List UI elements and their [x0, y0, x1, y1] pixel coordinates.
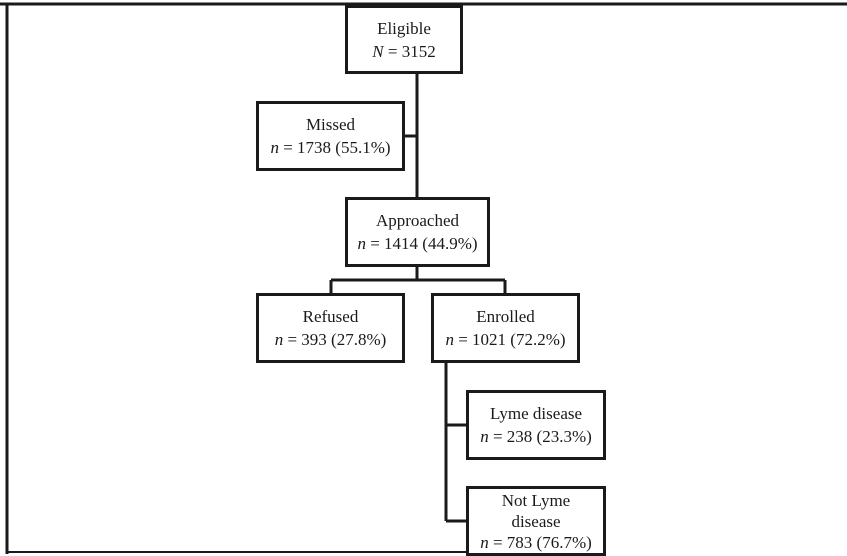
not-lyme-disease-label: Not Lyme disease	[501, 490, 571, 531]
refused-label: Refused	[302, 307, 359, 326]
lyme-disease-count-line: n = 238 (23.3%)	[480, 425, 592, 448]
enrolled-box: Enrolled n = 1021 (72.2%)	[431, 293, 580, 363]
enrolled-count: = 1021 (72.2%)	[458, 330, 566, 349]
missed-symbol: n	[270, 138, 279, 157]
lyme-disease-symbol: n	[480, 427, 489, 446]
refused-box: Refused n = 393 (27.8%)	[256, 293, 405, 363]
eligible-label: Eligible	[377, 18, 431, 38]
eligible-count: = 3152	[387, 41, 436, 61]
eligible-box: Eligible N = 3152	[345, 5, 463, 74]
not-lyme-disease-box: Not Lyme disease n = 783 (76.7%)	[466, 486, 606, 556]
approached-count-line: n = 1414 (44.9%)	[357, 232, 477, 255]
refused-count: = 393 (27.8%)	[287, 330, 387, 349]
missed-box: Missed n = 1738 (55.1%)	[256, 101, 405, 171]
approached-box: Approached n = 1414 (44.9%)	[345, 197, 490, 267]
refused-count-line: n = 393 (27.8%)	[275, 328, 387, 351]
lyme-disease-label: Lyme disease	[489, 404, 583, 423]
approached-count: = 1414 (44.9%)	[370, 234, 478, 253]
enrolled-symbol: n	[445, 330, 454, 349]
not-lyme-disease-count-line: n = 783 (76.7%)	[480, 532, 592, 553]
not-lyme-disease-symbol: n	[480, 532, 489, 552]
not-lyme-disease-count: = 783 (76.7%)	[492, 532, 592, 552]
lyme-disease-box: Lyme disease n = 238 (23.3%)	[466, 390, 606, 460]
approached-symbol: n	[357, 234, 366, 253]
missed-label: Missed	[305, 115, 356, 134]
refused-symbol: n	[274, 330, 284, 349]
enrolled-label: Enrolled	[476, 307, 535, 326]
lyme-disease-count: = 238 (23.3%)	[492, 427, 592, 446]
missed-count-line: n = 1738 (55.1%)	[270, 136, 390, 159]
approached-label: Approached	[375, 211, 460, 230]
missed-count: = 1738 (55.1%)	[283, 138, 391, 157]
enrolled-count-line: n = 1021 (72.2%)	[445, 328, 565, 351]
eligible-count-line: N = 3152	[372, 40, 435, 63]
eligible-symbol: N	[372, 41, 384, 61]
